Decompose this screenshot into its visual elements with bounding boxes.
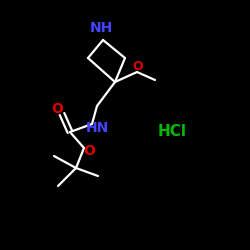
Text: O: O <box>133 60 143 74</box>
Text: NH: NH <box>90 21 112 35</box>
Text: HN: HN <box>86 121 108 135</box>
Text: O: O <box>51 102 63 116</box>
Text: O: O <box>83 144 95 158</box>
Text: HCl: HCl <box>158 124 186 140</box>
